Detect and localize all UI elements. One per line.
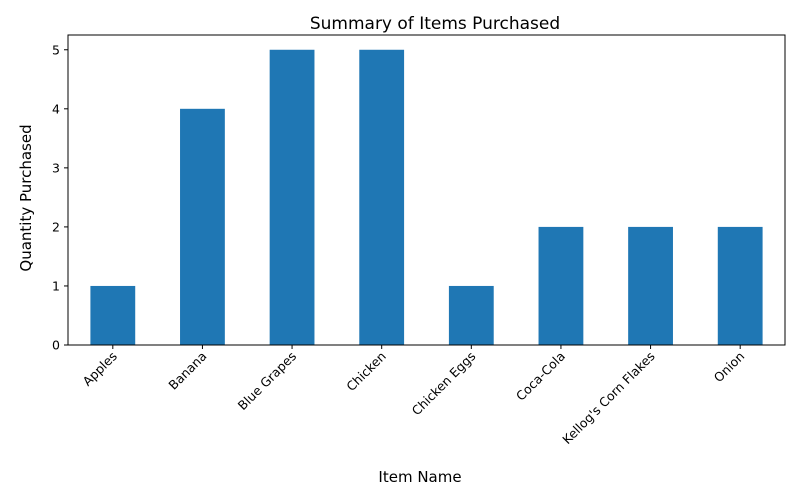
x-tick-label: Onion — [711, 349, 748, 386]
x-tick-label: Kellog's Corn Flakes — [559, 349, 657, 447]
bar — [269, 49, 315, 346]
bar — [180, 108, 225, 345]
y-tick-label: 4 — [52, 101, 60, 116]
x-tick-label: Apples — [80, 349, 120, 389]
bar — [538, 226, 584, 345]
x-tick-label: Chicken Eggs — [409, 349, 479, 419]
y-tick-label: 3 — [52, 160, 60, 175]
bars-group — [90, 49, 763, 346]
y-axis: 0 1 2 3 4 5 — [52, 42, 68, 353]
x-axis-label: Item Name — [378, 468, 461, 486]
bar — [448, 285, 494, 345]
y-tick-label: 5 — [52, 42, 60, 57]
y-tick-label: 0 — [52, 338, 60, 353]
x-tick-label: Banana — [165, 349, 209, 393]
y-tick-label: 1 — [52, 278, 60, 293]
chart-title: Summary of Items Purchased — [310, 14, 560, 34]
bar — [90, 285, 136, 345]
bar — [359, 49, 405, 346]
x-tick-label: Blue Grapes — [235, 349, 300, 414]
y-tick-label: 2 — [52, 219, 60, 234]
bar — [717, 226, 763, 345]
x-tick-label: Coca-Cola — [513, 349, 568, 404]
plot-frame — [67, 34, 786, 346]
bar — [628, 226, 673, 345]
x-tick-label: Chicken — [343, 349, 389, 395]
y-axis-label: Quantity Purchased — [17, 124, 35, 271]
x-axis: Apples Banana Blue Grapes Chicken Chicken Eg… — [80, 345, 748, 447]
